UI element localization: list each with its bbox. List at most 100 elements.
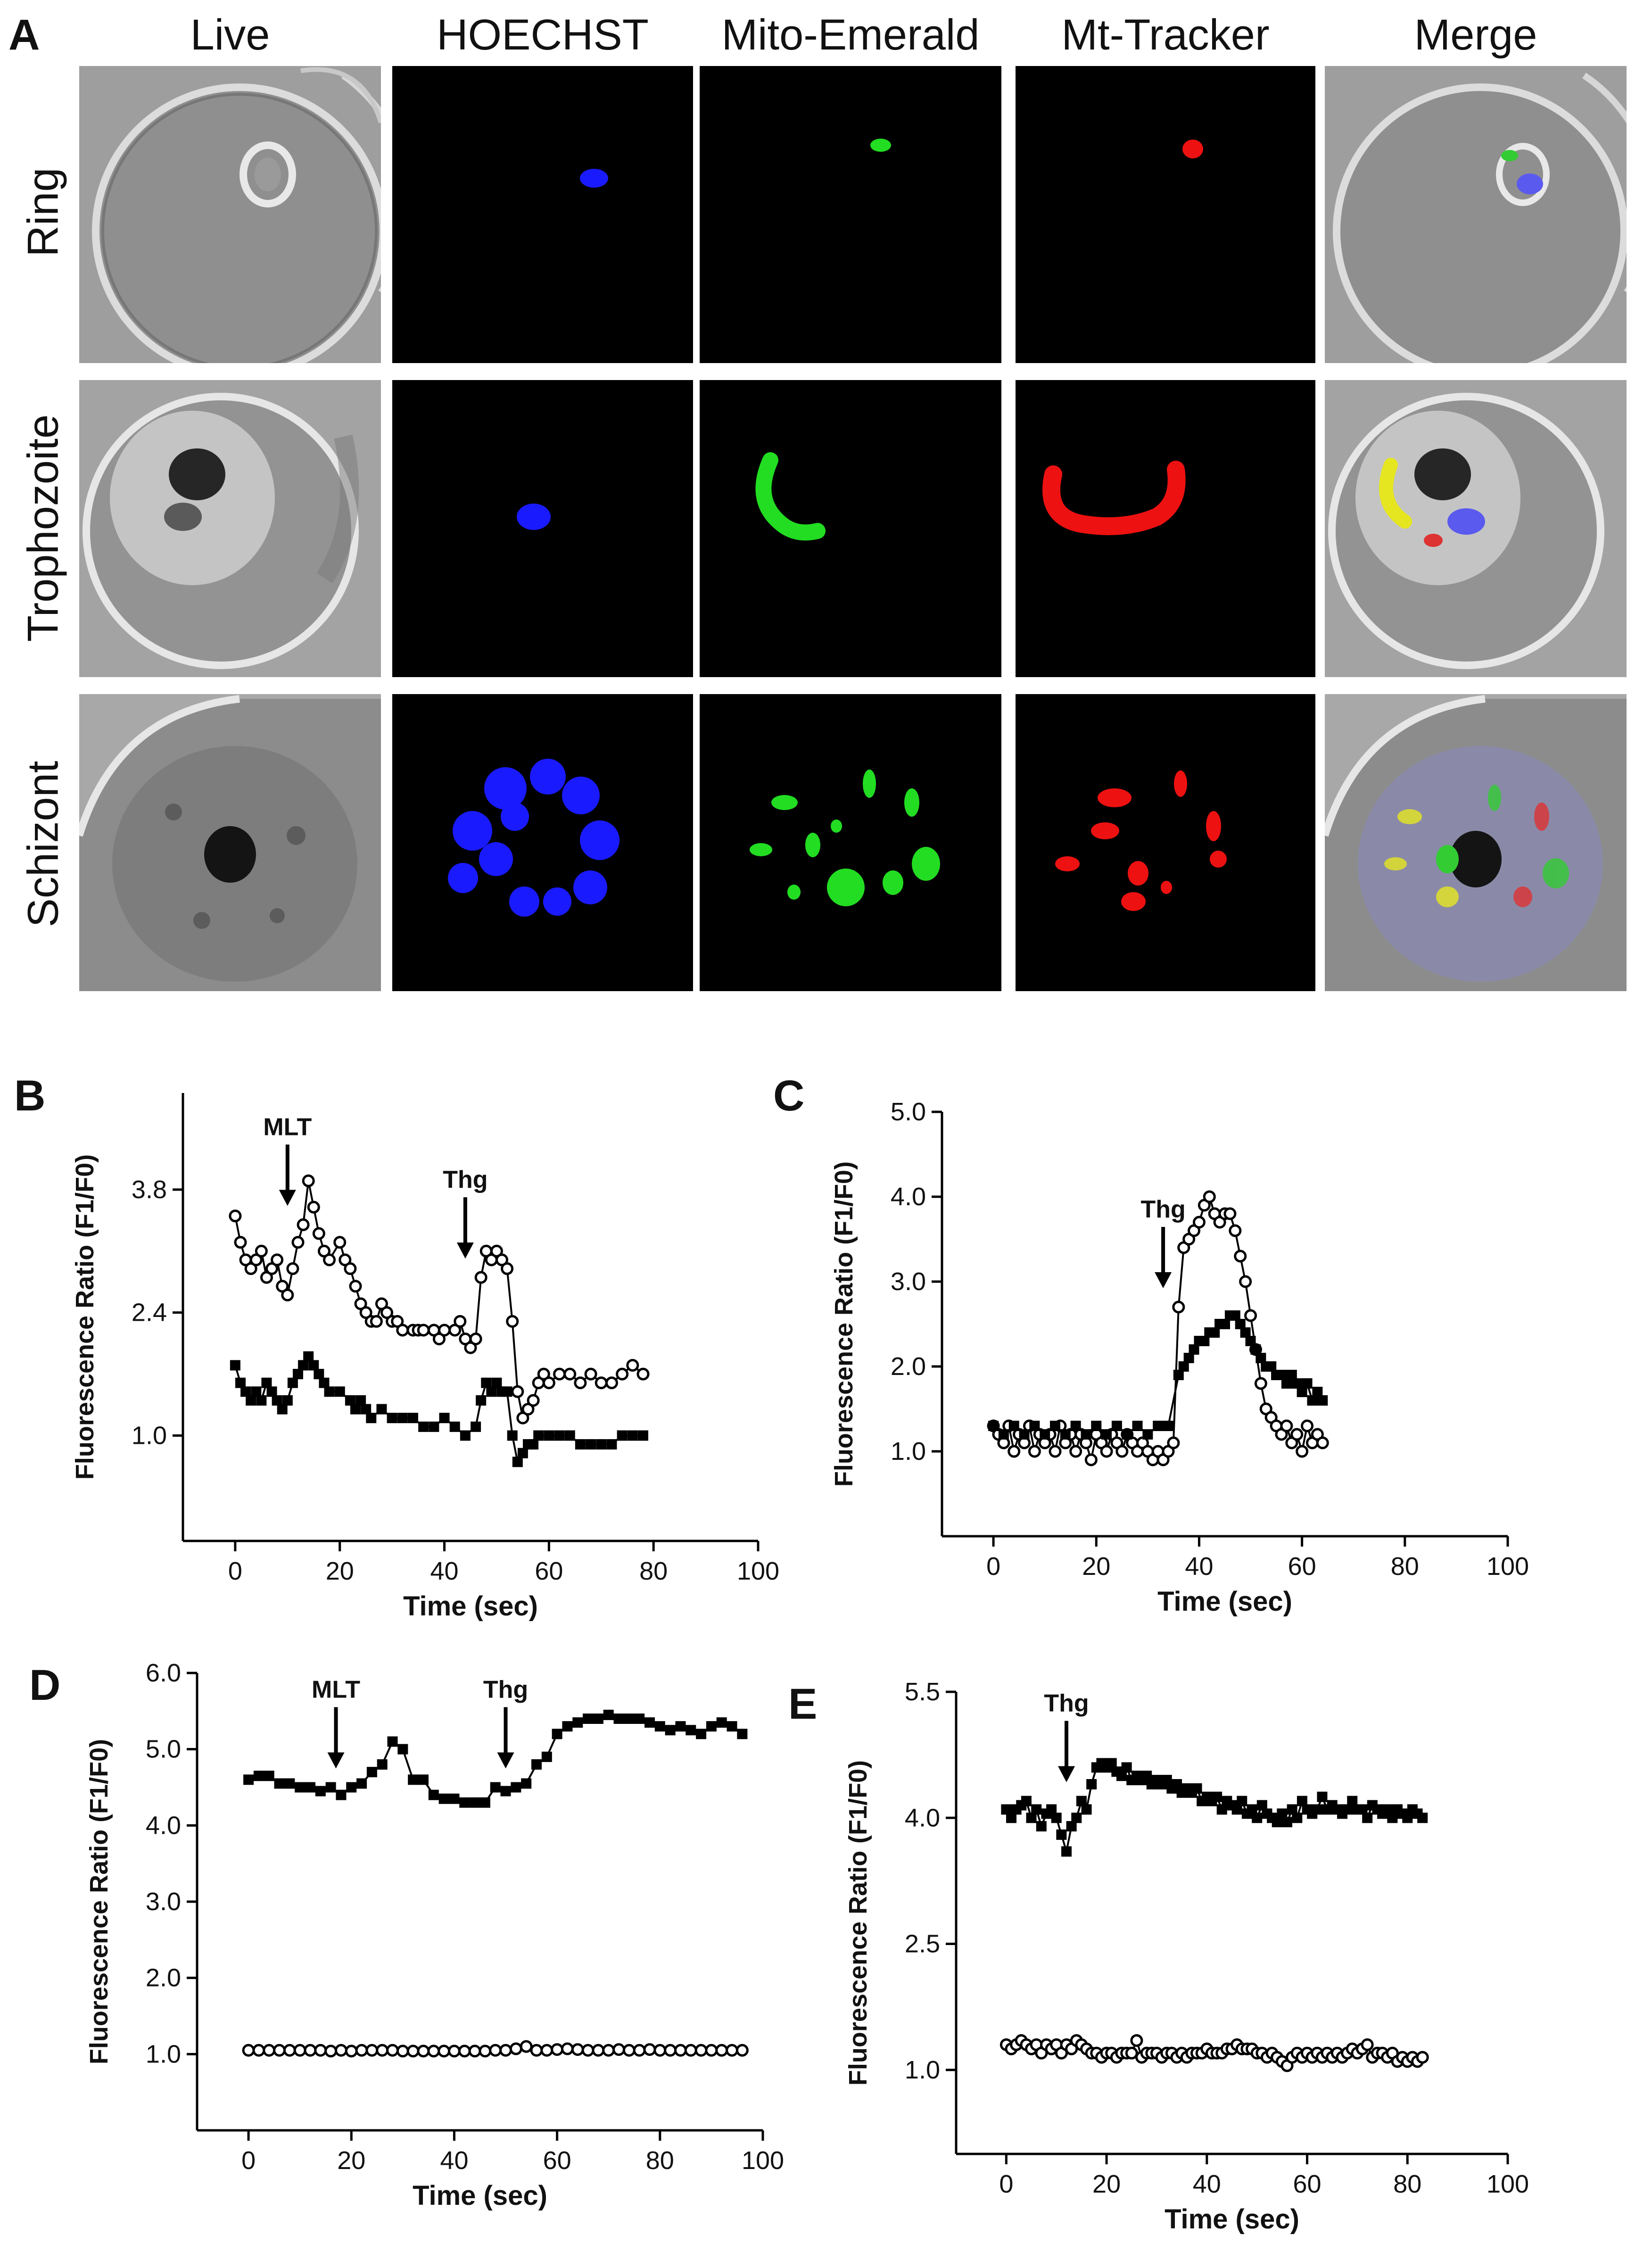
y-tick-label-e: 1.0 <box>905 2056 940 2084</box>
column-header-merge: Merge <box>1414 11 1537 59</box>
data-point-circle-c <box>1064 1428 1077 1441</box>
data-point-square-e <box>1156 1779 1167 1789</box>
data-point-circle-e <box>1391 2055 1404 2068</box>
data-point-square-b <box>429 1421 439 1432</box>
data-point-square-d <box>490 1782 501 1793</box>
data-point-square-c <box>1214 1319 1225 1329</box>
data-point-square-e <box>1051 1813 1062 1823</box>
data-point-circle-b <box>626 1358 639 1372</box>
data-point-circle-b <box>260 1271 273 1284</box>
data-point-square-c <box>1111 1421 1122 1431</box>
annotation-arrowhead-b <box>456 1242 474 1259</box>
data-point-circle-b <box>271 1253 284 1267</box>
data-point-square-e <box>1031 1804 1042 1815</box>
data-point-square-e <box>1081 1804 1092 1815</box>
y-tick-label-c: 4.0 <box>891 1183 926 1211</box>
data-point-square-d <box>737 1729 748 1739</box>
data-point-circle-c <box>1264 1411 1278 1424</box>
data-point-square-c <box>1081 1429 1091 1440</box>
data-point-circle-e <box>1296 2051 1309 2064</box>
data-point-circle-d <box>664 2044 677 2057</box>
data-point-circle-c <box>992 1428 1005 1441</box>
data-point-circle-e <box>1115 2046 1128 2060</box>
data-point-square-c <box>1183 1353 1194 1363</box>
data-point-circle-d <box>735 2044 749 2057</box>
x-axis-label-e: Time (sec) <box>1165 2204 1299 2235</box>
ring-mt-tracker-image <box>1016 66 1315 363</box>
data-point-square-c <box>1178 1361 1189 1372</box>
data-point-circle-b <box>339 1253 352 1267</box>
data-point-circle-b <box>229 1209 242 1223</box>
data-point-square-c <box>1271 1370 1282 1380</box>
data-point-circle-c <box>1136 1436 1149 1449</box>
data-point-circle-e <box>1005 2042 1018 2055</box>
data-point-circle-b <box>234 1236 247 1249</box>
data-point-circle-b <box>464 1341 477 1354</box>
data-point-circle-c <box>1013 1428 1026 1441</box>
data-point-circle-d <box>509 2042 522 2055</box>
data-point-circle-b <box>563 1367 577 1381</box>
data-point-square-c <box>1220 1319 1230 1329</box>
data-point-square-e <box>1262 1808 1272 1819</box>
schizont-live-image <box>79 694 381 991</box>
data-point-circle-e <box>1311 2046 1324 2060</box>
data-point-circle-d <box>571 2043 584 2056</box>
data-point-square-e <box>1066 1821 1077 1832</box>
data-point-square-d <box>377 1759 388 1770</box>
data-point-circle-e <box>1055 2046 1068 2060</box>
ring-live-image <box>79 66 381 363</box>
data-point-square-e <box>1146 1779 1157 1789</box>
data-point-square-e <box>1076 1796 1087 1806</box>
data-point-circle-e <box>1170 2051 1183 2064</box>
data-point-square-e <box>1252 1813 1263 1823</box>
data-point-circle-b <box>297 1218 310 1231</box>
annotation-label-b: Thg <box>443 1166 487 1193</box>
data-point-circle-e <box>1025 2042 1038 2055</box>
data-point-circle-e <box>1225 2042 1239 2055</box>
data-point-square-b <box>319 1377 330 1388</box>
data-point-square-b <box>507 1430 518 1441</box>
data-point-square-b <box>355 1395 366 1406</box>
data-point-circle-e <box>1125 2046 1138 2060</box>
x-tick-label-b: 60 <box>535 1557 563 1585</box>
data-point-circle-d <box>551 2043 564 2056</box>
data-point-square-d <box>387 1736 398 1747</box>
data-point-square-e <box>1287 1804 1297 1815</box>
data-point-circle-b <box>239 1253 252 1267</box>
data-point-circle-b <box>312 1227 325 1240</box>
data-point-circle-d <box>468 2045 481 2058</box>
data-point-square-b <box>596 1439 607 1450</box>
data-point-square-d <box>521 1778 532 1789</box>
data-point-circle-e <box>1240 2042 1254 2055</box>
row-header-ring: Ring <box>19 167 67 257</box>
data-point-circle-c <box>1223 1207 1237 1220</box>
data-point-square-e <box>1186 1787 1197 1798</box>
data-point-square-d <box>665 1725 676 1736</box>
data-point-square-e <box>1136 1775 1147 1786</box>
y-tick-label-d: 1.0 <box>146 2040 181 2068</box>
data-point-circle-e <box>1371 2046 1384 2060</box>
data-point-square-b <box>523 1439 533 1450</box>
data-point-square-b <box>517 1448 528 1458</box>
data-point-square-c <box>1235 1319 1246 1329</box>
y-tick-label-c: 3.0 <box>891 1267 926 1296</box>
data-point-circle-c <box>1002 1419 1016 1432</box>
data-point-square-d <box>428 1789 439 1800</box>
data-point-square-b <box>439 1413 450 1424</box>
data-point-square-b <box>627 1430 638 1441</box>
data-point-circle-c <box>1038 1436 1051 1449</box>
data-point-circle-e <box>1045 2042 1058 2055</box>
data-point-circle-b <box>359 1306 372 1319</box>
data-point-circle-e <box>1346 2042 1359 2055</box>
data-point-square-c <box>1101 1429 1112 1440</box>
data-point-circle-e <box>1341 2046 1354 2060</box>
data-point-circle-d <box>263 2044 276 2057</box>
data-point-square-e <box>1397 1808 1408 1819</box>
data-point-square-c <box>1230 1310 1240 1321</box>
data-point-circle-c <box>1090 1428 1103 1441</box>
data-point-square-c <box>1070 1421 1081 1431</box>
data-point-circle-e <box>1250 2046 1264 2060</box>
data-point-square-b <box>606 1439 617 1450</box>
data-point-circle-d <box>489 2044 502 2057</box>
data-point-circle-d <box>479 2045 492 2058</box>
